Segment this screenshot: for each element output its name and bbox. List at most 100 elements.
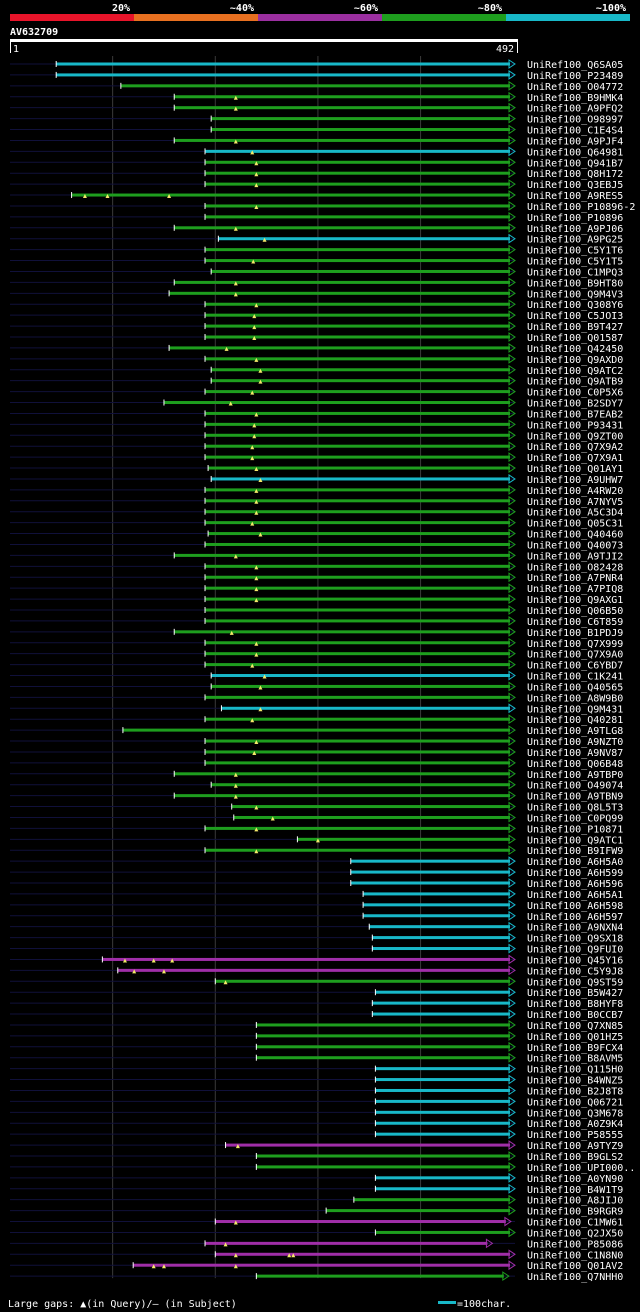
hit-label[interactable]: UniRef100_P10871 xyxy=(527,824,623,835)
hit-row[interactable]: UniRef100_Q06B48 xyxy=(10,757,623,770)
hit-row[interactable]: UniRef100_B9HT80 xyxy=(10,277,623,289)
hit-row[interactable]: UniRef100_A9TBN9 xyxy=(10,790,623,803)
hit-label[interactable]: UniRef100_C0P5X6 xyxy=(527,388,623,399)
hit-row[interactable]: UniRef100_A9NZT0 xyxy=(10,736,623,748)
hit-label[interactable]: UniRef100_B8HYF8 xyxy=(527,999,623,1010)
hit-row[interactable]: UniRef100_O49074 xyxy=(10,779,623,792)
hit-row[interactable]: UniRef100_B4WNZ5 xyxy=(10,1074,623,1087)
hit-label[interactable]: UniRef100_B4WNZ5 xyxy=(527,1076,623,1087)
hit-label[interactable]: UniRef100_Q40073 xyxy=(527,540,623,551)
hit-row[interactable]: UniRef100_Q01AV2 xyxy=(10,1260,623,1272)
hit-label[interactable]: UniRef100_B7EAB2 xyxy=(527,409,623,420)
hit-label[interactable]: UniRef100_Q3M678 xyxy=(527,1108,623,1119)
hit-label[interactable]: UniRef100_Q9ATC1 xyxy=(527,835,623,846)
hit-label[interactable]: UniRef100_Q9AXG1 xyxy=(527,595,623,606)
hit-label[interactable]: UniRef100_Q01HZ5 xyxy=(527,1032,623,1043)
hit-row[interactable]: UniRef100_B2SDY7 xyxy=(10,397,623,410)
hit-row[interactable]: UniRef100_A9TYZ9 xyxy=(10,1140,623,1152)
hit-row[interactable]: UniRef100_Q9ST59 xyxy=(10,976,623,988)
hit-label[interactable]: UniRef100_A9TYZ9 xyxy=(527,1141,623,1152)
hit-label[interactable]: UniRef100_A4RW20 xyxy=(527,486,623,497)
hit-label[interactable]: UniRef100_Q7X9A1 xyxy=(527,453,623,464)
hit-row[interactable]: UniRef100_A9NV87 xyxy=(10,747,623,759)
hit-label[interactable]: UniRef100_Q9SX18 xyxy=(527,934,623,945)
hit-label[interactable]: UniRef100_A9UHW7 xyxy=(527,475,623,486)
hit-label[interactable]: UniRef100_B9HMK4 xyxy=(527,93,623,104)
hit-label[interactable]: UniRef100_Q40281 xyxy=(527,715,623,726)
hit-label[interactable]: UniRef100_A9NXN4 xyxy=(527,923,623,934)
hit-label[interactable]: UniRef100_B0CCB7 xyxy=(527,1010,623,1021)
hit-label[interactable]: UniRef100_Q06721 xyxy=(527,1097,623,1108)
hit-row[interactable]: UniRef100_B8AVM5 xyxy=(10,1052,623,1065)
hit-row[interactable]: UniRef100_P10896 xyxy=(10,211,623,224)
hit-row[interactable]: UniRef100_O04772 xyxy=(10,80,623,93)
hit-row[interactable]: UniRef100_A9TBP0 xyxy=(10,768,623,781)
hit-row[interactable]: UniRef100_Q7X9A2 xyxy=(10,441,623,453)
hit-row[interactable]: UniRef100_A4RW20 xyxy=(10,484,623,497)
hit-label[interactable]: UniRef100_C5Y1T6 xyxy=(527,246,623,257)
hit-label[interactable]: UniRef100_A7PNR4 xyxy=(527,573,623,584)
hit-row[interactable]: UniRef100_Q40281 xyxy=(10,714,623,726)
hit-row[interactable]: UniRef100_Q9ATC1 xyxy=(10,834,623,846)
hit-row[interactable]: UniRef100_C1K241 xyxy=(10,670,623,683)
hit-label[interactable]: UniRef100_Q8L5T3 xyxy=(527,803,623,814)
hit-label[interactable]: UniRef100_B5W427 xyxy=(527,988,623,999)
hit-label[interactable]: UniRef100_A9PJ06 xyxy=(527,224,623,235)
hit-label[interactable]: UniRef100_Q308Y6 xyxy=(527,300,623,311)
hit-label[interactable]: UniRef100_Q9ST59 xyxy=(527,977,623,988)
hit-label[interactable]: UniRef100_B4W1T9 xyxy=(527,1185,623,1196)
hit-label[interactable]: UniRef100_B9RGR9 xyxy=(527,1207,623,1218)
hit-row[interactable]: UniRef100_C6YBD7 xyxy=(10,659,623,672)
hit-row[interactable]: UniRef100_Q9ATC2 xyxy=(10,364,623,377)
hit-row[interactable]: UniRef100_Q6SA05 xyxy=(10,59,623,71)
hit-row[interactable]: UniRef100_Q9ZT00 xyxy=(10,430,623,442)
hit-label[interactable]: UniRef100_A9NV87 xyxy=(527,748,623,759)
hit-row[interactable]: UniRef100_Q42450 xyxy=(10,342,623,355)
hit-label[interactable]: UniRef100_Q9AXD0 xyxy=(527,355,623,366)
hit-label[interactable]: UniRef100_P10896-2 xyxy=(527,202,635,213)
hit-row[interactable]: UniRef100_Q115H0 xyxy=(10,1063,623,1076)
hit-row[interactable]: UniRef100_Q8L5T3 xyxy=(10,801,623,814)
hit-row[interactable]: UniRef100_B8HYF8 xyxy=(10,998,623,1010)
hit-label[interactable]: UniRef100_A6H597 xyxy=(527,912,623,923)
hit-row[interactable]: UniRef100_Q7XN85 xyxy=(10,1020,623,1032)
hit-label[interactable]: UniRef100_A0YN90 xyxy=(527,1174,623,1185)
hit-row[interactable]: UniRef100_A9NXN4 xyxy=(10,921,623,934)
hit-label[interactable]: UniRef100_A6H599 xyxy=(527,868,623,879)
hit-row[interactable]: UniRef100_A7PIQ8 xyxy=(10,583,623,595)
hit-label[interactable]: UniRef100_Q9ATC2 xyxy=(527,366,623,377)
hit-row[interactable]: UniRef100_P23489 xyxy=(10,69,623,82)
hit-label[interactable]: UniRef100_B1PDJ9 xyxy=(527,628,623,639)
hit-row[interactable]: UniRef100_Q9ATB9 xyxy=(10,375,623,388)
hit-row[interactable]: UniRef100_C5Y9J8 xyxy=(10,965,623,977)
hit-label[interactable]: UniRef100_Q7XN85 xyxy=(527,1021,623,1032)
hit-row[interactable]: UniRef100_P10896-2 xyxy=(10,201,635,213)
hit-label[interactable]: UniRef100_C1MW61 xyxy=(527,1218,623,1229)
hit-label[interactable]: UniRef100_B9HT80 xyxy=(527,278,623,289)
hit-row[interactable]: UniRef100_Q308Y6 xyxy=(10,299,623,311)
hit-row[interactable]: UniRef100_C5Y1T5 xyxy=(10,255,623,268)
hit-label[interactable]: UniRef100_C5JOI3 xyxy=(527,311,623,322)
hit-row[interactable]: UniRef100_B7EAB2 xyxy=(10,408,623,420)
hit-row[interactable]: UniRef100_A9PJF4 xyxy=(10,135,623,147)
hit-row[interactable]: UniRef100_B5W427 xyxy=(10,987,623,999)
hit-label[interactable]: UniRef100_Q01AY1 xyxy=(527,464,623,475)
hit-label[interactable]: UniRef100_Q2JX50 xyxy=(527,1228,623,1239)
hit-row[interactable]: UniRef100_Q7X999 xyxy=(10,637,623,650)
hit-label[interactable]: UniRef100_Q7X9A2 xyxy=(527,442,623,453)
hit-label[interactable]: UniRef100_A9RES5 xyxy=(527,191,623,202)
hit-row[interactable]: UniRef100_Q01587 xyxy=(10,332,623,344)
hit-row[interactable]: UniRef100_A9TJI2 xyxy=(10,550,623,562)
hit-label[interactable]: UniRef100_Q3EBJ5 xyxy=(527,180,623,191)
hit-label[interactable]: UniRef100_P10896 xyxy=(527,213,623,224)
hit-label[interactable]: UniRef100_A6H596 xyxy=(527,879,623,890)
hit-label[interactable]: UniRef100_A9TBN9 xyxy=(527,792,623,803)
hit-row[interactable]: UniRef100_Q40565 xyxy=(10,681,623,693)
hit-label[interactable]: UniRef100_Q9M431 xyxy=(527,704,623,715)
hit-row[interactable]: UniRef100_A9PFQ2 xyxy=(10,102,623,115)
hit-label[interactable]: UniRef100_Q01587 xyxy=(527,333,623,344)
hit-row[interactable]: UniRef100_Q3EBJ5 xyxy=(10,179,623,191)
hit-label[interactable]: UniRef100_A9PFQ2 xyxy=(527,104,623,115)
hit-label[interactable]: UniRef100_A6H598 xyxy=(527,901,623,912)
hit-row[interactable]: UniRef100_A8JIJ0 xyxy=(10,1194,623,1207)
